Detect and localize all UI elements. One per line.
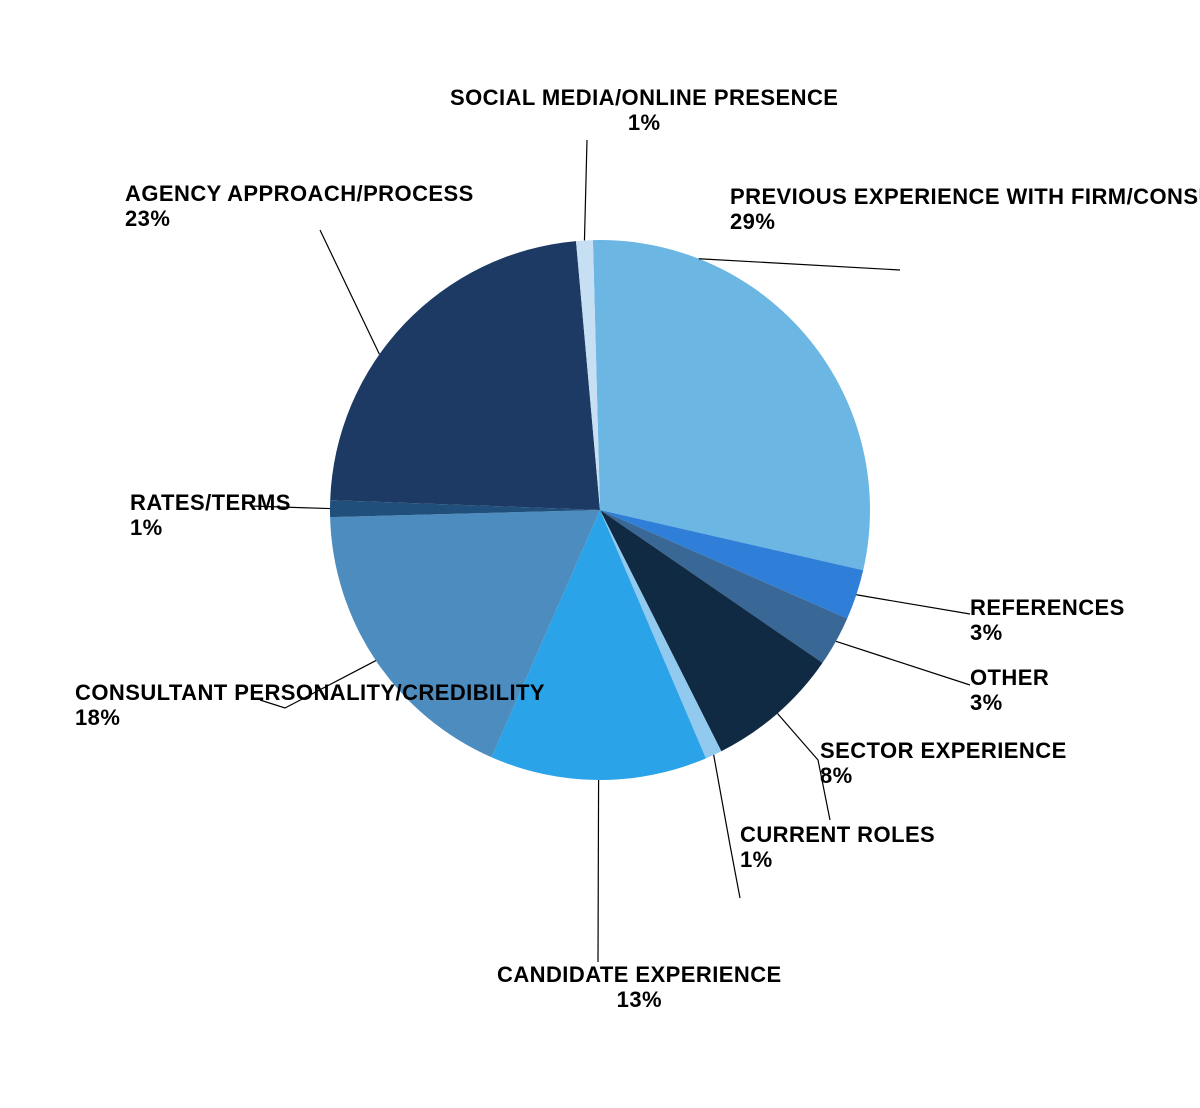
slice-label: SECTOR EXPERIENCE8%	[820, 738, 1067, 789]
leader-line	[320, 230, 379, 354]
slice-label-percent: 8%	[820, 763, 1067, 788]
slice-label: CANDIDATE EXPERIENCE13%	[497, 962, 782, 1013]
slice-label: OTHER3%	[970, 665, 1049, 716]
slice-label-percent: 1%	[450, 110, 838, 135]
slice-label-text: CURRENT ROLES	[740, 822, 935, 847]
slice-label-percent: 1%	[740, 847, 935, 872]
slice-label-percent: 1%	[130, 515, 291, 540]
pie-chart: PREVIOUS EXPERIENCE WITH FIRM/CONSULTANT…	[0, 0, 1200, 1108]
slice-label-text: CONSULTANT PERSONALITY/CREDIBILITY	[75, 680, 545, 705]
leader-line	[836, 641, 970, 685]
slice-label-percent: 18%	[75, 705, 545, 730]
slice-label-percent: 29%	[730, 209, 1200, 234]
slice-label: AGENCY APPROACH/PROCESS23%	[125, 181, 474, 232]
slice-label-text: RATES/TERMS	[130, 490, 291, 515]
slice-label-text: PREVIOUS EXPERIENCE WITH FIRM/CONSULTANT	[730, 184, 1200, 209]
slice-label: RATES/TERMS1%	[130, 490, 291, 541]
leader-line	[699, 259, 900, 270]
slice-label-text: SOCIAL MEDIA/ONLINE PRESENCE	[450, 85, 838, 110]
slice-label: CURRENT ROLES1%	[740, 822, 935, 873]
slice-label: SOCIAL MEDIA/ONLINE PRESENCE1%	[450, 85, 838, 136]
slice-label-text: SECTOR EXPERIENCE	[820, 738, 1067, 763]
pie-slice	[330, 241, 600, 510]
slice-label: CONSULTANT PERSONALITY/CREDIBILITY18%	[75, 680, 545, 731]
slice-label-text: AGENCY APPROACH/PROCESS	[125, 181, 474, 206]
slice-label: REFERENCES3%	[970, 595, 1125, 646]
slice-label-text: REFERENCES	[970, 595, 1125, 620]
slice-label-text: OTHER	[970, 665, 1049, 690]
pie-svg	[0, 0, 1200, 1108]
leader-line	[598, 780, 599, 962]
slice-label-percent: 3%	[970, 690, 1049, 715]
slice-label: PREVIOUS EXPERIENCE WITH FIRM/CONSULTANT…	[730, 184, 1200, 235]
slice-label-percent: 13%	[497, 987, 782, 1012]
leader-line	[714, 755, 740, 898]
slice-label-percent: 23%	[125, 206, 474, 231]
leader-line	[584, 140, 587, 240]
leader-line	[856, 595, 970, 614]
slice-label-percent: 3%	[970, 620, 1125, 645]
slice-label-text: CANDIDATE EXPERIENCE	[497, 962, 782, 987]
